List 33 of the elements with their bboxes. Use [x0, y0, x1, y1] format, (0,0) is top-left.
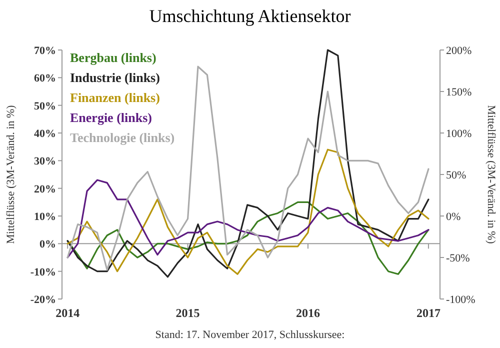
y-tick-label: 70%: [34, 45, 56, 57]
y2-tick-label: 0%: [446, 211, 461, 223]
x-tick-label: 2014: [56, 306, 80, 320]
y2-tick-label: -100%: [446, 294, 476, 306]
y-tick-label: 10%: [34, 211, 56, 223]
line-series: [66, 201, 430, 275]
chart-title: Umschichtung Aktiensektor: [149, 6, 351, 26]
y2-tick-label: 100%: [446, 128, 472, 140]
series-label: Technologie (links): [70, 130, 175, 145]
y-tick-label: 50%: [34, 100, 56, 112]
x-tick-label: 2017: [416, 306, 440, 320]
y2-tick-label: 150%: [446, 86, 472, 98]
text: Industrie (links): [70, 70, 160, 85]
y-tick-label: -20%: [30, 294, 56, 306]
line-series: [66, 148, 430, 275]
y-tick-label: -10%: [30, 266, 56, 278]
y-tick-label: 20%: [34, 183, 56, 196]
y2-tick-label: -50%: [446, 252, 470, 264]
y-tick-label: 40%: [34, 128, 56, 140]
text: Energie (links): [70, 110, 152, 125]
y2-axis-title: Mittelflüsse (3M-Veränd. in %): [485, 105, 497, 244]
y2-tick-label: 200%: [446, 45, 472, 57]
x-tick-label: 2015: [176, 306, 200, 320]
x-tick-label: 2016: [296, 306, 320, 320]
y-tick-label: 60%: [34, 72, 56, 85]
y-tick-label: 0%: [40, 238, 56, 251]
y-axis-title: Mittelflüsse (3M-Veränd. in %): [5, 104, 17, 244]
line-series: [66, 179, 430, 258]
y-tick-label: 30%: [34, 156, 56, 168]
text: Bergbau (links): [70, 50, 156, 65]
text: Finanzen (links): [70, 90, 160, 105]
text: Stand: 17. November 2017, Schlusskursee:: [155, 329, 345, 341]
y2-tick-label: 50%: [446, 170, 466, 182]
